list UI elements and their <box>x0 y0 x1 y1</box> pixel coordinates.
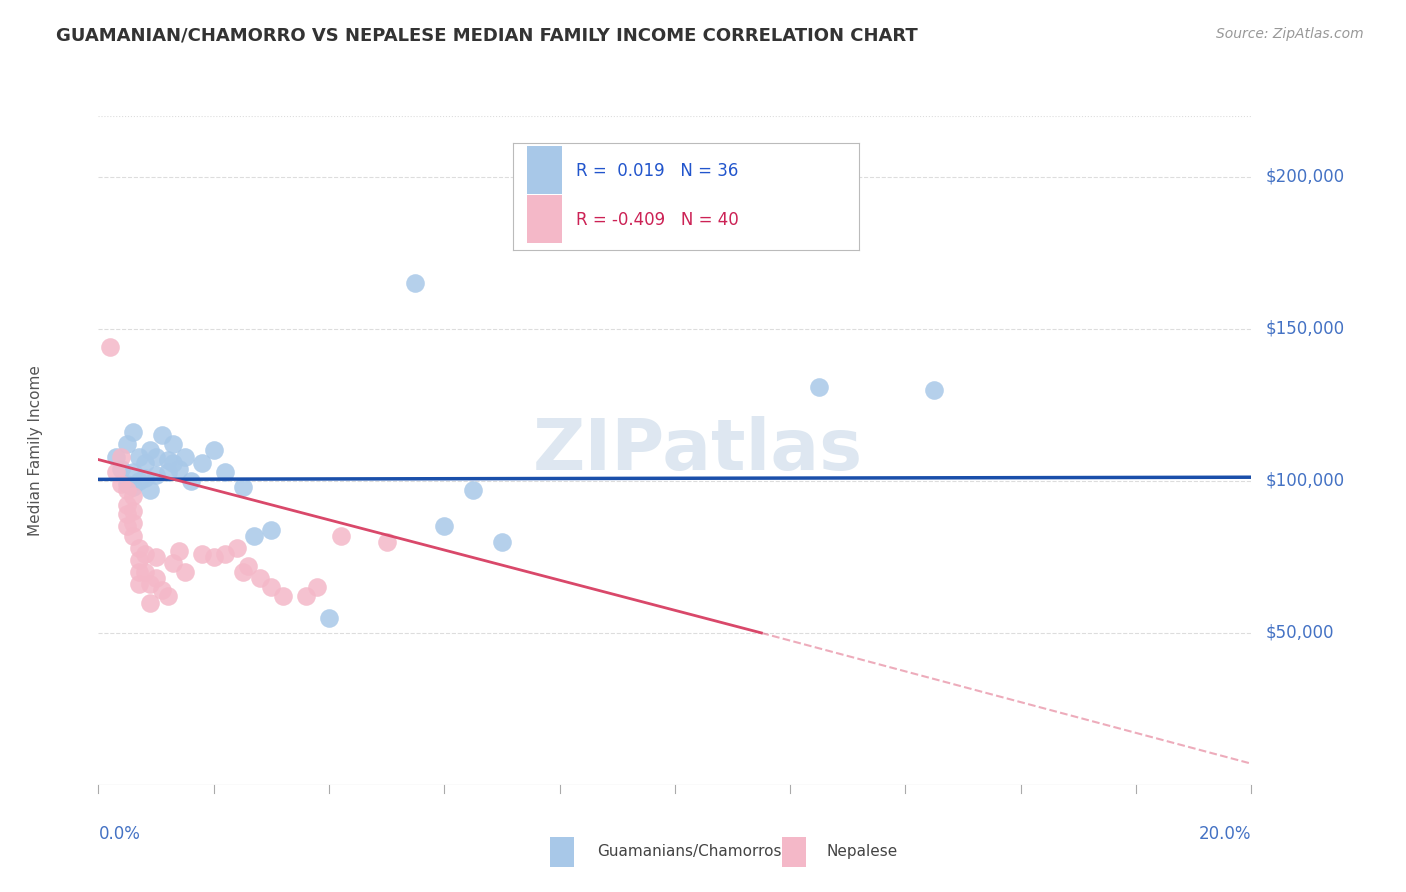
Text: 0.0%: 0.0% <box>98 825 141 843</box>
Point <box>174 565 197 579</box>
Point <box>128 553 150 567</box>
Text: $100,000: $100,000 <box>1265 472 1344 490</box>
Point <box>167 461 190 475</box>
Point <box>122 465 145 479</box>
Point <box>225 541 247 555</box>
Point <box>807 379 830 393</box>
Point <box>150 583 173 598</box>
Point <box>174 450 197 464</box>
Point <box>128 474 150 488</box>
Point <box>214 465 236 479</box>
Point <box>202 549 225 564</box>
Point <box>110 450 132 464</box>
Text: Median Family Income: Median Family Income <box>28 365 42 536</box>
Point <box>104 450 127 464</box>
Point <box>117 483 138 497</box>
Point <box>145 549 167 564</box>
Point <box>145 467 167 482</box>
Point <box>134 565 156 579</box>
Point <box>180 474 202 488</box>
Point <box>122 516 145 531</box>
Point <box>375 534 398 549</box>
Point <box>117 437 138 451</box>
Point <box>139 443 162 458</box>
Point <box>191 456 214 470</box>
Text: Source: ZipAtlas.com: Source: ZipAtlas.com <box>1216 27 1364 41</box>
Point <box>128 541 150 555</box>
Point <box>122 528 145 542</box>
Point <box>110 476 132 491</box>
Text: $200,000: $200,000 <box>1265 168 1344 186</box>
Point <box>156 465 179 479</box>
Point <box>117 508 138 522</box>
Point <box>128 565 150 579</box>
Text: $150,000: $150,000 <box>1265 320 1344 338</box>
Text: ZIPatlas: ZIPatlas <box>533 416 863 485</box>
Point <box>405 277 427 291</box>
Point <box>117 498 138 512</box>
Point <box>243 528 266 542</box>
Text: $50,000: $50,000 <box>1265 624 1334 642</box>
Point <box>249 571 271 585</box>
Point <box>491 534 513 549</box>
Point <box>134 547 156 561</box>
Point <box>117 476 138 491</box>
Point <box>231 565 254 579</box>
Point <box>231 480 254 494</box>
Point <box>922 383 945 397</box>
Point <box>145 450 167 464</box>
Point <box>122 425 145 440</box>
Point <box>139 595 162 609</box>
Text: Nepalese: Nepalese <box>827 845 898 859</box>
Point <box>104 465 127 479</box>
Point <box>117 519 138 533</box>
Point <box>128 450 150 464</box>
Point <box>271 590 294 604</box>
Point <box>145 571 167 585</box>
Point <box>162 556 184 570</box>
Point <box>191 547 214 561</box>
Point <box>295 590 318 604</box>
Point <box>110 461 132 475</box>
Point <box>260 523 283 537</box>
Point <box>139 483 162 497</box>
Point <box>150 428 173 442</box>
Point <box>433 519 456 533</box>
Point <box>260 580 283 594</box>
Point <box>214 547 236 561</box>
Point <box>134 456 156 470</box>
Point <box>122 480 145 494</box>
Point <box>122 489 145 503</box>
Point <box>318 611 340 625</box>
Point <box>98 340 121 354</box>
Point <box>329 528 352 542</box>
Point <box>167 543 190 558</box>
Point <box>128 577 150 591</box>
Point <box>156 452 179 467</box>
Point <box>162 437 184 451</box>
Point <box>202 443 225 458</box>
Point <box>156 590 179 604</box>
Point <box>122 504 145 518</box>
Point <box>134 471 156 485</box>
Text: GUAMANIAN/CHAMORRO VS NEPALESE MEDIAN FAMILY INCOME CORRELATION CHART: GUAMANIAN/CHAMORRO VS NEPALESE MEDIAN FA… <box>56 27 918 45</box>
Point <box>139 577 162 591</box>
Point <box>162 456 184 470</box>
Point <box>238 559 260 574</box>
Point <box>461 483 484 497</box>
Point <box>307 580 329 594</box>
Text: Guamanians/Chamorros: Guamanians/Chamorros <box>598 845 782 859</box>
Text: 20.0%: 20.0% <box>1199 825 1251 843</box>
